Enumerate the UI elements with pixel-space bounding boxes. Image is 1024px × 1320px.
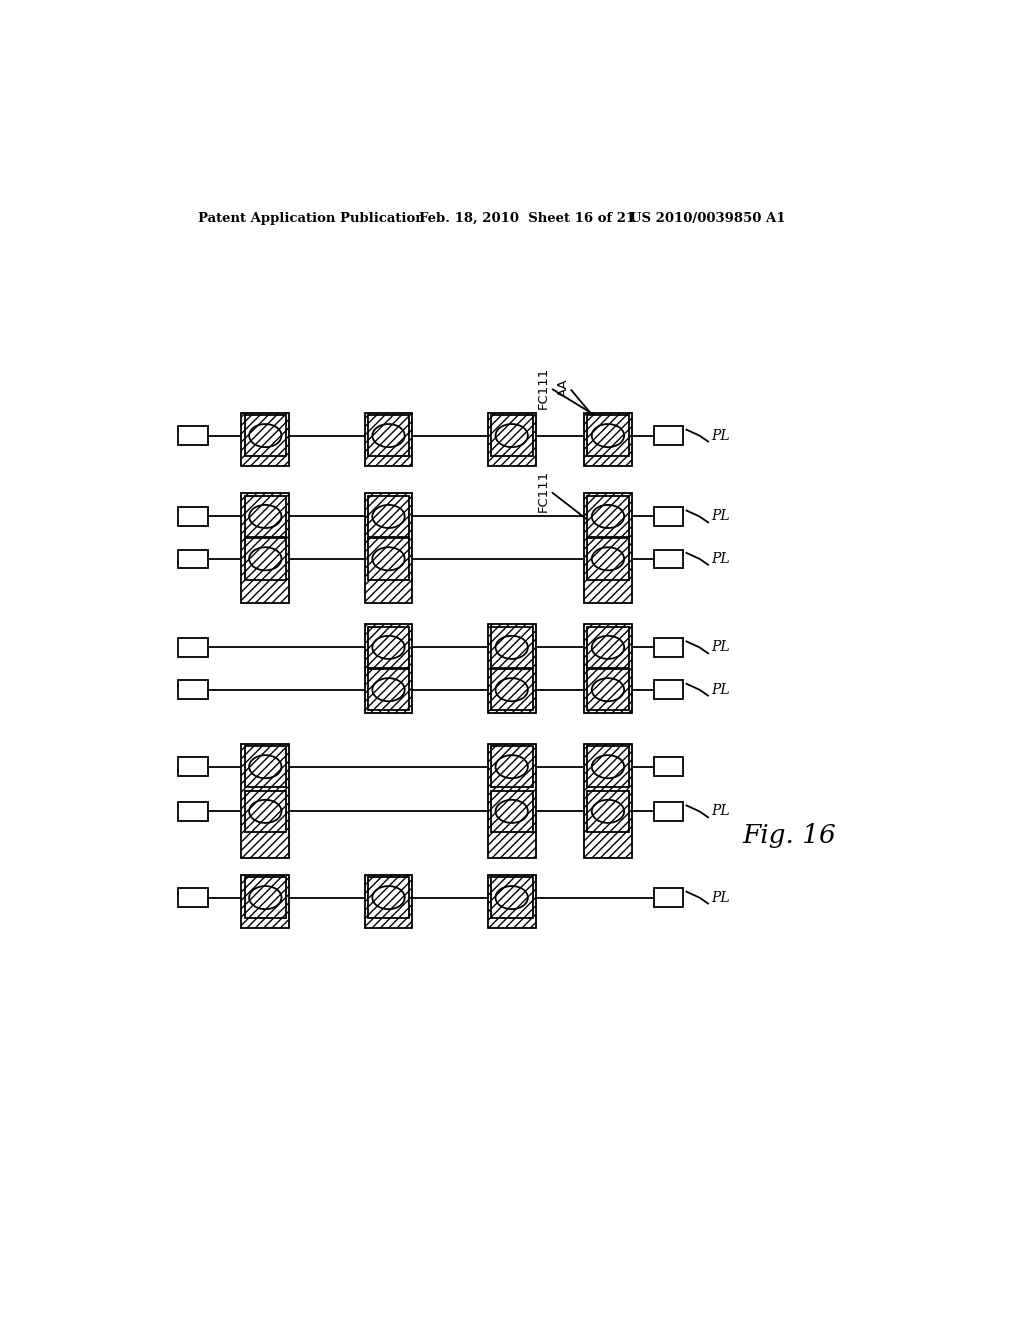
Bar [368,414,410,457]
Bar [245,746,286,788]
Text: PL: PL [711,891,730,904]
Bar [245,496,286,537]
Bar [654,507,683,525]
Bar [490,791,532,832]
Ellipse shape [249,506,282,528]
Ellipse shape [592,424,625,447]
Bar [490,414,532,457]
Text: PL: PL [711,510,730,524]
Text: AA: AA [556,379,569,397]
Bar [368,627,410,668]
Ellipse shape [373,506,404,528]
Text: PL: PL [711,804,730,818]
Bar [245,791,286,832]
Bar [178,758,208,776]
Bar [584,624,632,713]
Bar [368,876,410,919]
Bar [654,681,683,700]
Bar [587,627,629,668]
Ellipse shape [592,506,625,528]
Bar [654,803,683,821]
Bar [587,746,629,788]
Ellipse shape [496,755,528,779]
Bar [487,874,536,928]
Text: PL: PL [711,682,730,697]
Bar [587,791,629,832]
Text: Feb. 18, 2010  Sheet 16 of 21: Feb. 18, 2010 Sheet 16 of 21 [419,213,636,224]
Bar [368,539,410,579]
Bar [490,876,532,919]
Bar [245,876,286,919]
Ellipse shape [592,548,625,570]
Bar [365,412,413,466]
Text: Patent Application Publication: Patent Application Publication [199,213,425,224]
Bar [490,746,532,788]
Bar [587,539,629,579]
Text: PL: PL [711,552,730,566]
Ellipse shape [592,636,625,659]
Ellipse shape [496,678,528,701]
Text: PL: PL [711,429,730,442]
Bar [178,888,208,907]
Text: PL: PL [711,640,730,655]
Bar [654,758,683,776]
Ellipse shape [496,800,528,822]
Text: US 2010/0039850 A1: US 2010/0039850 A1 [630,213,785,224]
Bar [242,494,289,603]
Bar [587,414,629,457]
Ellipse shape [249,800,282,822]
Bar [654,549,683,568]
Bar [365,494,413,603]
Ellipse shape [496,886,528,909]
Bar [587,496,629,537]
Bar [654,638,683,656]
Ellipse shape [592,755,625,779]
Bar [365,624,413,713]
Bar [242,743,289,858]
Ellipse shape [373,886,404,909]
Ellipse shape [373,636,404,659]
Bar [242,874,289,928]
Ellipse shape [249,755,282,779]
Bar [178,681,208,700]
Bar [487,412,536,466]
Bar [584,743,632,858]
Bar [368,496,410,537]
Ellipse shape [249,886,282,909]
Bar [245,414,286,457]
Ellipse shape [373,678,404,701]
Bar [178,638,208,656]
Bar [654,426,683,445]
Bar [365,874,413,928]
Ellipse shape [373,424,404,447]
Ellipse shape [592,800,625,822]
Ellipse shape [249,424,282,447]
Bar [584,494,632,603]
Bar [587,669,629,710]
Ellipse shape [373,548,404,570]
Bar [368,669,410,710]
Bar [178,426,208,445]
Bar [487,743,536,858]
Bar [242,412,289,466]
Ellipse shape [496,636,528,659]
Ellipse shape [496,424,528,447]
Ellipse shape [249,548,282,570]
Bar [178,549,208,568]
Bar [490,669,532,710]
Bar [178,507,208,525]
Text: FC111: FC111 [538,470,550,512]
Bar [487,624,536,713]
Bar [490,627,532,668]
Bar [178,803,208,821]
Bar [654,888,683,907]
Text: FC111: FC111 [538,367,550,409]
Bar [584,412,632,466]
Bar [245,539,286,579]
Text: Fig. 16: Fig. 16 [742,824,837,849]
Ellipse shape [592,678,625,701]
